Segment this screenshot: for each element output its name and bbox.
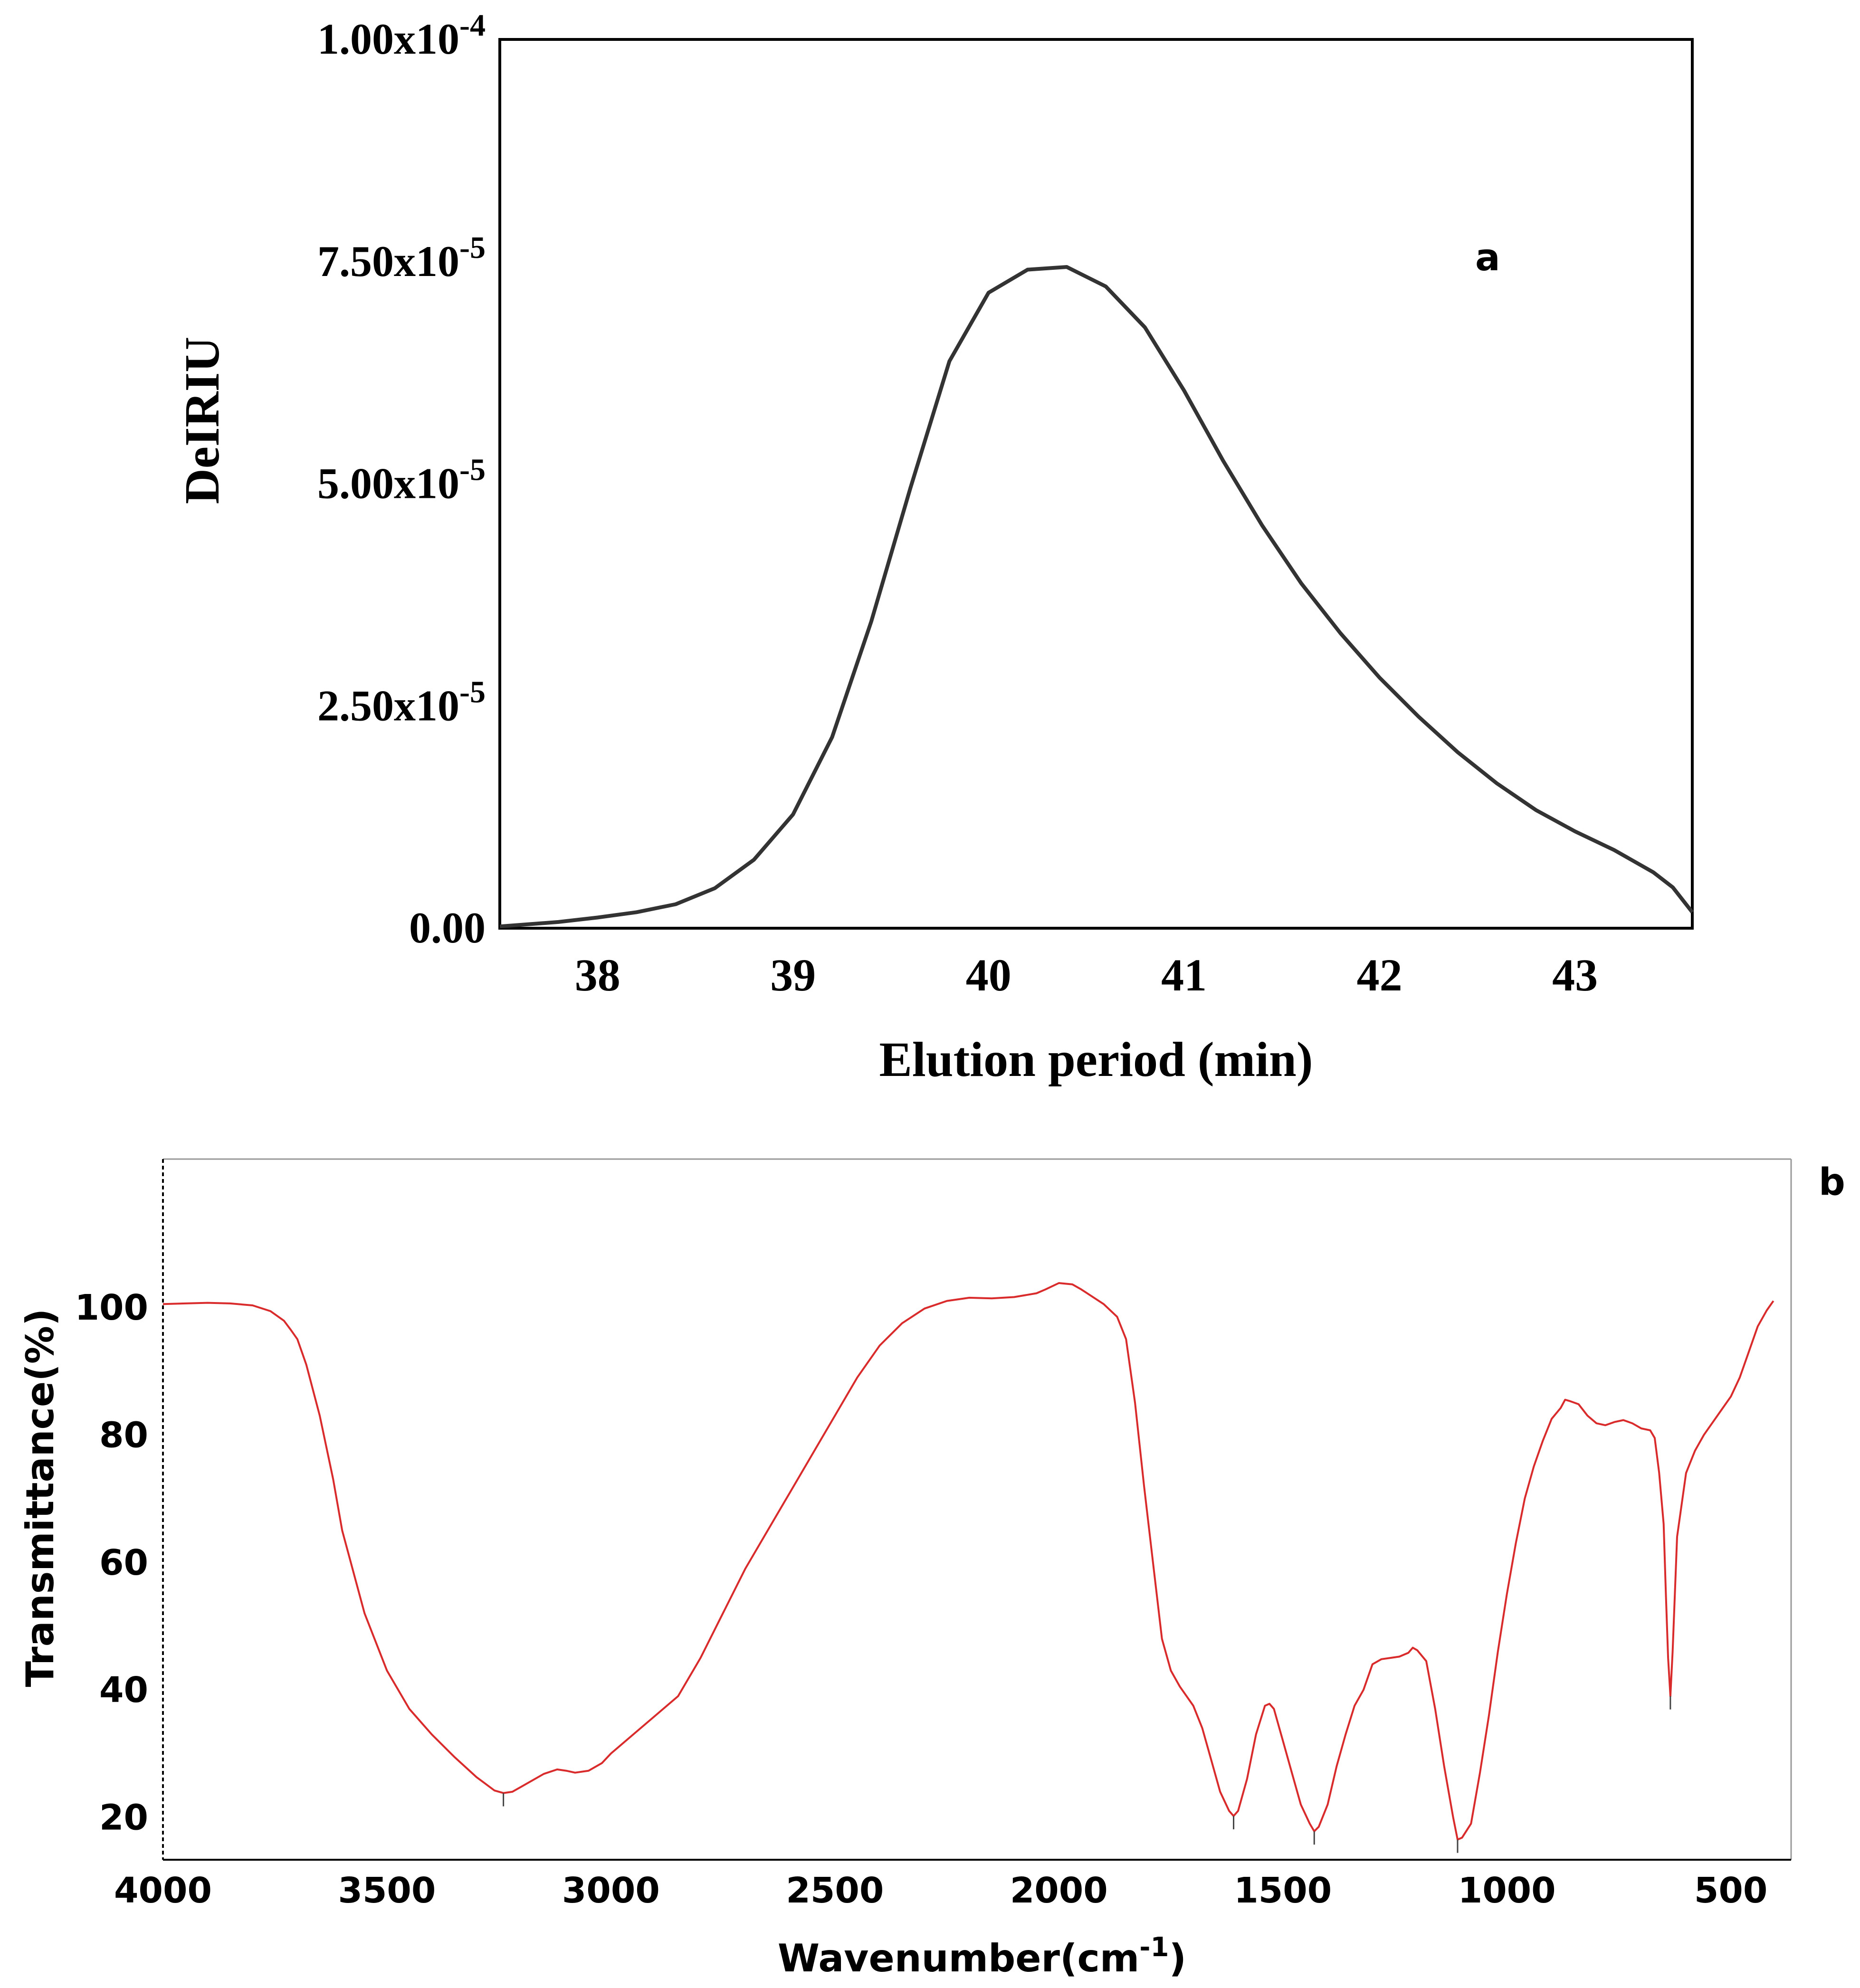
panel-b-chart: 4000 3500 3000 2500 2000 1500 1000 500 20 40 60 80… — [18, 1158, 1845, 1980]
panel-a-y-axis-label: DeIRIU — [175, 337, 229, 504]
panel-a-y-tick-label: 0.00 — [409, 904, 486, 952]
panel-a-x-tick-label: 43 — [1552, 950, 1598, 1000]
panel-b-y-tick-label: 20 — [99, 1798, 148, 1838]
panel-a-y-tick-mantissa: 5.00x10 — [317, 459, 459, 508]
panel-a-x-tick-label: 38 — [575, 950, 620, 1000]
panel-a-series-line — [499, 265, 1694, 929]
panel-a-y-tick-label: 5.00x10-5 — [317, 453, 486, 508]
panel-b-x-axis-label-tail: ) — [1169, 1936, 1187, 1980]
panel-a-y-ticks: 0.002.50x10-55.00x10-57.50x10-51.00x10-4 — [317, 8, 486, 952]
panel-a-x-tick-label: 39 — [770, 950, 816, 1000]
panel-a-y-tick-exponent: -5 — [459, 675, 486, 709]
panel-a-x-tick-label: 41 — [1161, 950, 1207, 1000]
panel-b-y-tick-label: 80 — [99, 1415, 148, 1455]
panel-a-y-tick-mantissa: 0.00 — [409, 904, 486, 952]
panel-b-x-tick-label: 500 — [1694, 1870, 1767, 1911]
panel-b-x-tick-label: 3000 — [562, 1870, 660, 1911]
panel-a-x-axis-label: Elution period (min) — [879, 1032, 1313, 1087]
panel-b-y-tick-label: 60 — [99, 1542, 148, 1583]
panel-b-annotations — [503, 1696, 1671, 1853]
panel-a-y-tick-exponent: -5 — [459, 230, 486, 265]
panel-a-y-tick-mantissa: 7.50x10 — [317, 237, 459, 285]
panel-a-x-tick-label: 40 — [966, 950, 1011, 1000]
panel-b-x-tick-label: 1500 — [1234, 1870, 1332, 1911]
panel-b-y-tick-label: 100 — [75, 1287, 148, 1328]
panel-b-x-axis-label: Wavenumber(cm-1) — [778, 1932, 1186, 1980]
panel-a-label: a — [1475, 237, 1500, 279]
panel-b-series-line — [162, 1282, 1774, 1841]
panel-b-y-tick-label: 40 — [99, 1670, 148, 1711]
panel-b-label: b — [1819, 1161, 1845, 1204]
panel-b-x-tick-label: 2500 — [786, 1870, 884, 1911]
panel-b-y-ticks: 20 40 60 80 100 — [75, 1287, 148, 1838]
panel-b-x-axis-label-main: Wavenumber(cm — [778, 1936, 1139, 1980]
panel-a-y-tick-exponent: -4 — [459, 8, 486, 43]
panel-a-y-tick-exponent: -5 — [459, 453, 486, 487]
panel-b-x-tick-label: 4000 — [114, 1870, 212, 1911]
panel-a-x-ticks: 38 39 40 41 42 43 — [575, 950, 1598, 1000]
panel-b-x-tick-label: 1000 — [1458, 1870, 1556, 1911]
panel-a-plot-frame — [498, 38, 1694, 930]
panel-b-x-axis-label-superscript: -1 — [1139, 1932, 1169, 1963]
panel-b-x-tick-label: 2000 — [1010, 1870, 1108, 1911]
panel-a-y-tick-label: 7.50x10-5 — [317, 230, 486, 285]
panel-a-y-tick-label: 2.50x10-5 — [317, 675, 486, 730]
panel-a-y-tick-mantissa: 2.50x10 — [317, 681, 459, 730]
panel-a-y-tick-mantissa: 1.00x10 — [317, 15, 459, 63]
panel-a-chart: 38 39 40 41 42 43 0.002.50x10-55.00x10-57.50x… — [175, 8, 1694, 1087]
panel-b-y-axis-label: Transmittance(%) — [18, 1309, 62, 1687]
panel-b-x-tick-label: 3500 — [338, 1870, 436, 1911]
panel-a-y-tick-label: 1.00x10-4 — [317, 8, 486, 63]
panel-a-x-tick-label: 42 — [1357, 950, 1402, 1000]
panel-b-x-ticks: 4000 3500 3000 2500 2000 1500 1000 500 — [114, 1870, 1767, 1911]
